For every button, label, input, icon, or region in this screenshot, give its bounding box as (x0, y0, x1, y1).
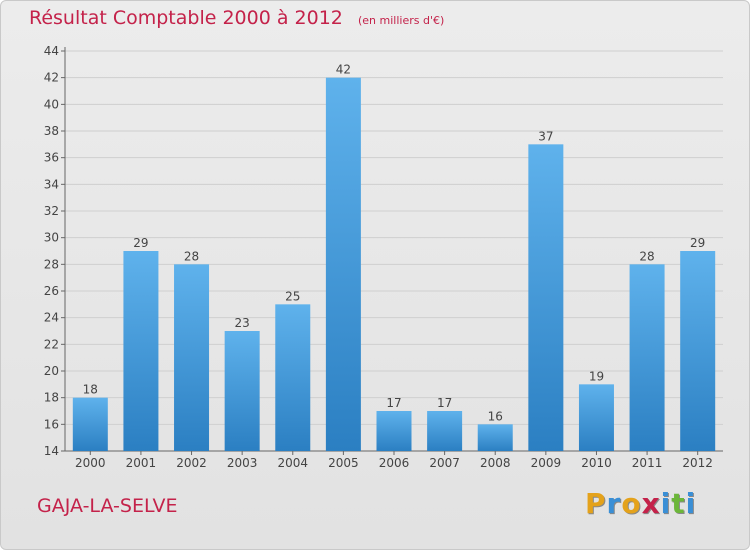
bar-2006 (376, 411, 412, 451)
data-label-2001: 29 (133, 236, 148, 250)
data-label-2003: 23 (235, 316, 250, 330)
data-label-2008: 16 (488, 409, 503, 423)
bar-2012 (680, 251, 716, 451)
y-tick-label: 24 (44, 311, 59, 325)
brand-letter: x (641, 487, 661, 520)
bar-2002 (174, 264, 210, 451)
chart-unit-label: (en milliers d'€) (357, 14, 445, 27)
axis-layer: 14 16 18 20 22 24 26 28 30 32 34 36 38 40 42 44 2000 2001… (44, 44, 723, 470)
bar-2004 (275, 304, 311, 451)
data-label-2009: 37 (538, 129, 553, 143)
y-tick-label: 44 (44, 44, 59, 58)
data-label-2005: 42 (336, 63, 351, 77)
x-tick-label: 2008 (480, 456, 511, 470)
data-label-2004: 25 (285, 289, 300, 303)
data-label-2010: 19 (589, 369, 604, 383)
y-tick-label: 38 (44, 124, 59, 138)
x-tick-label: 2012 (682, 456, 713, 470)
label-layer: 18 29 28 23 25 42 17 17 16 37 19 28 29 (83, 63, 706, 424)
chart-title: Résultat Comptable 2000 à 2012 (29, 7, 343, 29)
y-tick-label: 20 (44, 364, 59, 378)
bar-2011 (629, 264, 665, 451)
x-tick-label: 2005 (328, 456, 359, 470)
bar-2008 (477, 424, 513, 451)
y-tick-label: 34 (44, 177, 59, 191)
y-tick-label: 26 (44, 284, 59, 298)
brand-letter: t (671, 487, 686, 520)
bar-2007 (427, 411, 463, 451)
bar-2003 (224, 331, 260, 451)
x-tick-label: 2009 (531, 456, 562, 470)
y-tick-label: 30 (44, 231, 59, 245)
brand-letter: i (685, 487, 697, 520)
bar-2009 (528, 144, 564, 452)
x-tick-label: 2000 (75, 456, 106, 470)
y-tick-label: 22 (44, 337, 59, 351)
bar-2000 (72, 397, 108, 451)
brand-letter: o (621, 487, 642, 520)
brand-letter: i (660, 487, 672, 520)
brand-logo: Proxiti (585, 487, 696, 520)
x-tick-label: 2003 (227, 456, 258, 470)
chart-title-row: Résultat Comptable 2000 à 2012 (en milli… (29, 7, 444, 29)
bar-2001 (123, 251, 159, 451)
y-tick-label: 18 (44, 391, 59, 405)
y-tick-label: 14 (44, 444, 59, 458)
y-tick-label: 42 (44, 71, 59, 85)
commune-name: GAJA-LA-SELVE (37, 495, 178, 517)
data-label-2006: 17 (386, 396, 401, 410)
bar-2010 (578, 384, 614, 451)
x-tick-label: 2010 (581, 456, 612, 470)
bar-layer (72, 77, 716, 452)
y-tick-label: 28 (44, 257, 59, 271)
brand-letter: r (606, 487, 622, 520)
y-tick-label: 16 (44, 417, 59, 431)
y-tick-label: 36 (44, 151, 59, 165)
bar-2005 (325, 77, 361, 452)
brand-letter: P (585, 487, 607, 520)
grid-layer (65, 50, 723, 452)
data-label-2000: 18 (83, 383, 98, 397)
data-label-2011: 28 (639, 249, 654, 263)
x-tick-label: 2007 (429, 456, 460, 470)
y-tick-label: 32 (44, 204, 59, 218)
x-tick-label: 2002 (176, 456, 207, 470)
x-tick-label: 2004 (277, 456, 308, 470)
data-label-2012: 29 (690, 236, 705, 250)
x-tick-label: 2006 (379, 456, 410, 470)
y-tick-label: 40 (44, 97, 59, 111)
x-tick-label: 2001 (126, 456, 157, 470)
data-label-2002: 28 (184, 249, 199, 263)
data-label-2007: 17 (437, 396, 452, 410)
x-tick-label: 2011 (632, 456, 663, 470)
